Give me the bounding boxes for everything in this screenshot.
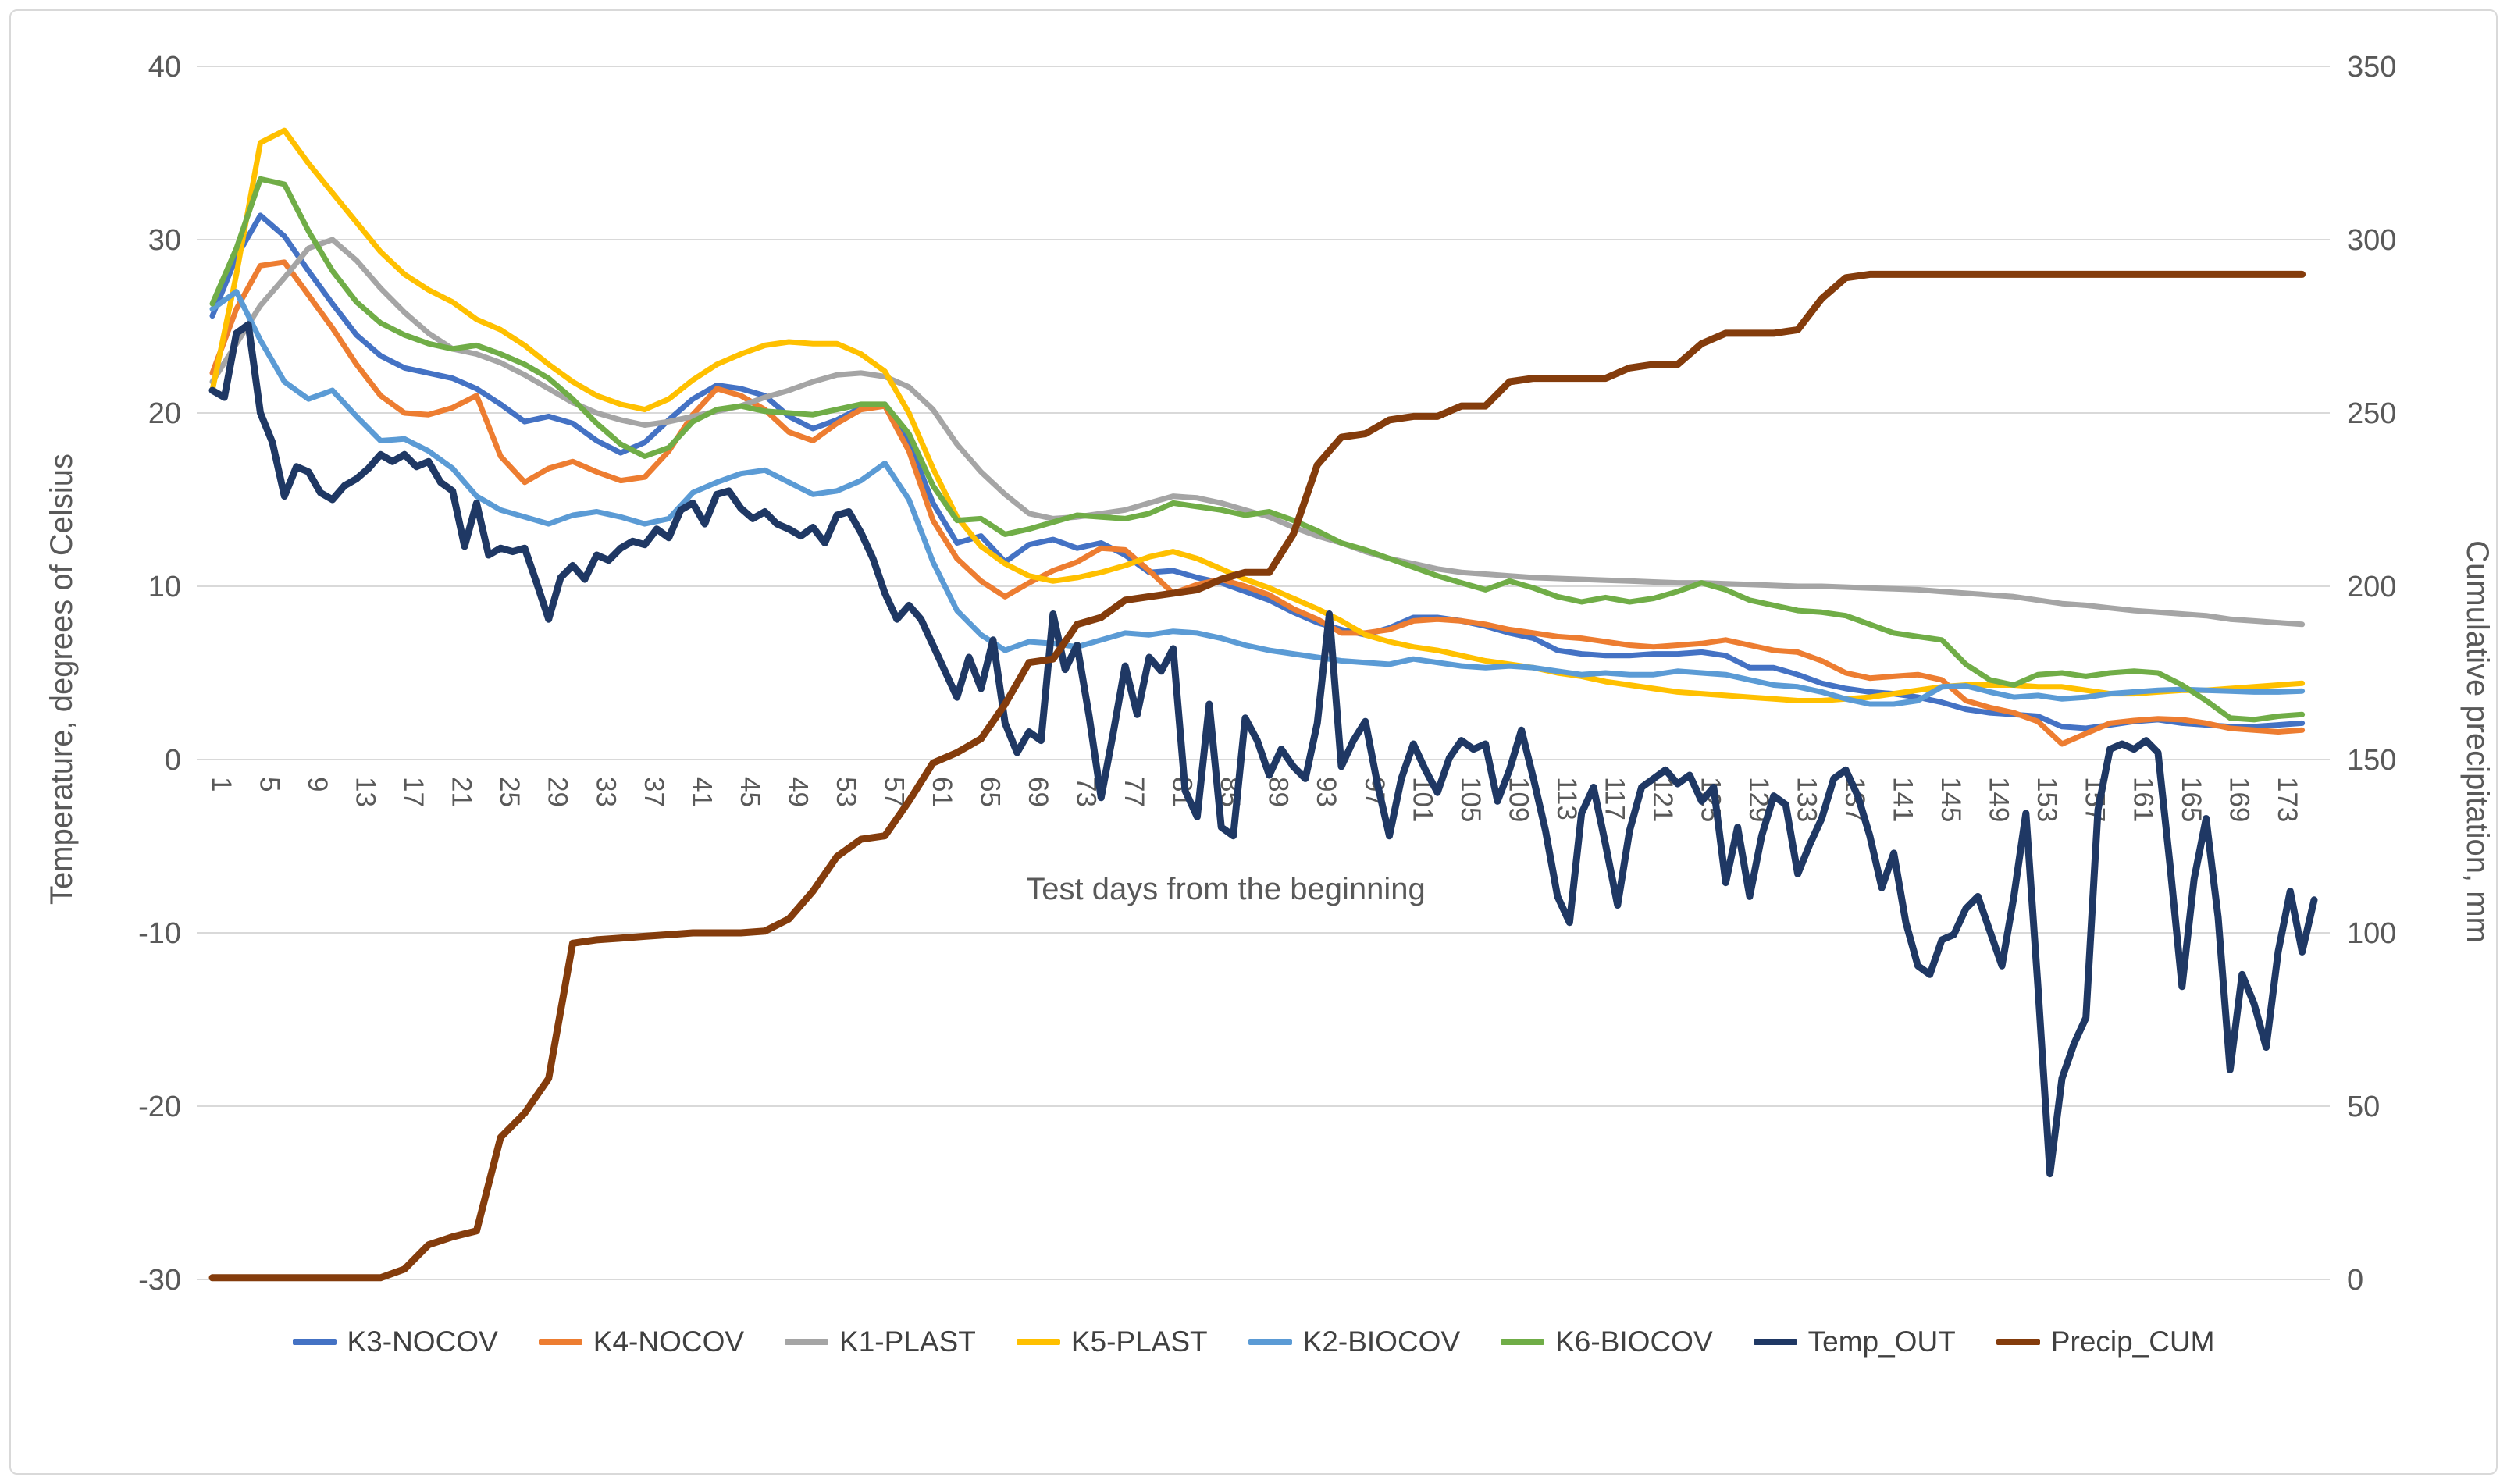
x-tick-label: 9 (302, 777, 333, 792)
x-tick-label: 169 (2224, 777, 2254, 822)
x-tick-label: 149 (1984, 777, 2014, 822)
x-tick-label: 1 (206, 777, 237, 792)
y-left-tick-label: 30 (148, 224, 181, 257)
x-tick-label: 141 (1888, 777, 1918, 822)
x-tick-label: 5 (255, 777, 285, 792)
legend-item-K2-BIOCOV: K2-BIOCOV (1248, 1326, 1461, 1358)
y-left-tick-label: -10 (138, 917, 181, 950)
series-K6-BIOCOV (209, 176, 2306, 723)
x-axis-tick-labels: 1 5 9 13 17 21 25 29 33 37 41 45 49 53 57 61 65 69 73 77 81 8… (206, 777, 2302, 822)
y-right-tick-label: 100 (2347, 917, 2396, 950)
legend-label: K5-PLAST (1070, 1326, 1208, 1358)
x-tick-label: 133 (1792, 777, 1822, 822)
y-right-tick-label: 150 (2347, 744, 2396, 777)
y-right-tick-label: 250 (2347, 397, 2396, 430)
x-tick-label: 113 (1551, 777, 1582, 820)
x-tick-label: 165 (2176, 777, 2206, 822)
x-tick-label: 29 (543, 777, 573, 807)
x-tick-label: 13 (351, 777, 381, 807)
y-left-tick-label: 40 (148, 51, 181, 84)
gridlines (197, 66, 2330, 1280)
x-tick-label: 25 (494, 777, 525, 807)
legend-item-K3-NOCOV: K3-NOCOV (292, 1326, 498, 1358)
legend-swatch (292, 1339, 337, 1345)
y-left-tick-label: -30 (138, 1264, 181, 1297)
series-Temp_OUT (208, 321, 2318, 1178)
x-tick-label: 109 (1503, 777, 1533, 822)
x-tick-label: 153 (2032, 777, 2062, 822)
legend-label: Temp_OUT (1807, 1326, 1956, 1358)
x-tick-label: 173 (2272, 777, 2302, 822)
legend-swatch (1996, 1339, 2040, 1345)
x-tick-label: 49 (782, 777, 813, 807)
y-axis-right-title: Cumulative precipitation, mm (2460, 540, 2495, 943)
legend-swatch (538, 1339, 582, 1345)
legend-item-K1-PLAST: K1-PLAST (785, 1326, 976, 1358)
legend-swatch (1016, 1339, 1060, 1345)
y-right-tick-label: 0 (2347, 1264, 2363, 1297)
x-axis-title: Test days from the beginning (1026, 872, 1425, 906)
y-axis-left-tick-labels: 40 30 20 10 0 -10 -20 -30 (138, 51, 181, 1297)
x-tick-label: 121 (1647, 777, 1678, 822)
x-tick-label: 33 (590, 777, 621, 807)
x-tick-label: 37 (639, 777, 669, 807)
x-tick-label: 105 (1455, 777, 1486, 822)
series-K4-NOCOV (209, 259, 2306, 747)
legend-item-Precip_CUM: Precip_CUM (1996, 1326, 2215, 1358)
legend-swatch (1753, 1339, 1797, 1345)
legend-label: K2-BIOCOV (1302, 1326, 1461, 1358)
legend-item-Temp_OUT: Temp_OUT (1753, 1326, 1956, 1358)
x-tick-label: 89 (1263, 777, 1294, 807)
x-tick-label: 69 (1023, 777, 1053, 807)
x-tick-label: 21 (447, 777, 477, 807)
legend-swatch (1248, 1339, 1292, 1345)
y-right-tick-label: 350 (2347, 51, 2396, 84)
chart-frame (9, 9, 2498, 1475)
series-K5-PLAST (209, 127, 2306, 703)
legend-swatch (1501, 1339, 1545, 1345)
legend-label: K3-NOCOV (347, 1326, 498, 1358)
x-tick-label: 93 (1311, 777, 1341, 807)
legend-label: K6-BIOCOV (1555, 1326, 1713, 1358)
series-lines (208, 127, 2318, 1282)
y-right-tick-label: 50 (2347, 1091, 2380, 1123)
series-K3-NOCOV (209, 212, 2306, 731)
series-Precip_CUM (208, 270, 2306, 1282)
x-tick-label: 41 (686, 777, 717, 807)
legend-item-K4-NOCOV: K4-NOCOV (538, 1326, 745, 1358)
series-K2-BIOCOV (209, 289, 2306, 707)
y-axis-right-tick-labels: 350 300 250 200 150 100 50 0 (2347, 51, 2396, 1297)
y-left-tick-label: 10 (148, 571, 181, 603)
x-tick-label: 145 (1935, 777, 1966, 822)
legend-label: Precip_CUM (2050, 1326, 2215, 1358)
series-K1-PLAST (209, 237, 2306, 628)
x-tick-label: 45 (735, 777, 765, 807)
x-tick-label: 61 (927, 777, 957, 807)
legend-label: K1-PLAST (839, 1326, 976, 1358)
legend-item-K5-PLAST: K5-PLAST (1016, 1326, 1208, 1358)
x-tick-label: 117 (1599, 777, 1629, 820)
x-tick-label: 65 (975, 777, 1006, 807)
y-left-tick-label: -20 (138, 1091, 181, 1123)
y-axis-left-title: Temperature, degrees of Celsius (45, 454, 79, 905)
legend: K3-NOCOV K4-NOCOV K1-PLAST K5-PLAST K2-BIOCO… (0, 1326, 2507, 1358)
legend-item-K6-BIOCOV: K6-BIOCOV (1501, 1326, 1713, 1358)
x-tick-label: 161 (2128, 777, 2158, 822)
x-tick-label: 77 (1119, 777, 1149, 807)
y-right-tick-label: 300 (2347, 224, 2396, 257)
legend-label: K4-NOCOV (593, 1326, 745, 1358)
y-left-tick-label: 0 (165, 744, 181, 777)
y-right-tick-label: 200 (2347, 571, 2396, 603)
legend-swatch (785, 1339, 829, 1345)
x-tick-label: 53 (831, 777, 861, 807)
y-left-tick-label: 20 (148, 397, 181, 430)
x-tick-label: 17 (398, 777, 429, 807)
